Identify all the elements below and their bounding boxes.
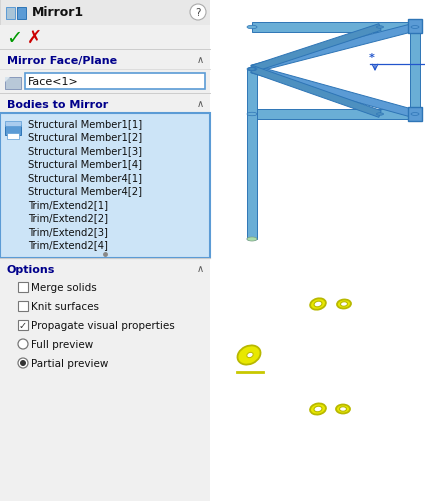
Text: ?: ? — [195, 8, 201, 18]
Ellipse shape — [377, 114, 383, 116]
Ellipse shape — [249, 69, 255, 71]
Ellipse shape — [410, 26, 420, 30]
Polygon shape — [251, 66, 416, 119]
Bar — [7, 134, 19, 140]
Bar — [0, 259, 210, 279]
Ellipse shape — [247, 238, 257, 241]
Ellipse shape — [377, 27, 383, 29]
Bar — [0, 114, 210, 259]
Text: Trim/Extend2[4]: Trim/Extend2[4] — [28, 240, 108, 250]
Polygon shape — [247, 70, 257, 239]
Text: Bodies to Mirror: Bodies to Mirror — [7, 100, 108, 110]
Bar — [0, 70, 210, 94]
Polygon shape — [251, 67, 381, 118]
Text: Propagate visual properties: Propagate visual properties — [31, 320, 175, 330]
Text: ∧: ∧ — [196, 264, 204, 274]
Text: Structural Member1[4]: Structural Member1[4] — [28, 159, 142, 169]
Ellipse shape — [247, 113, 257, 117]
Ellipse shape — [410, 26, 420, 30]
Text: ∧: ∧ — [196, 99, 204, 109]
Bar — [18, 283, 28, 293]
Ellipse shape — [249, 69, 255, 71]
Circle shape — [20, 360, 26, 366]
Text: Mirror1: Mirror1 — [32, 7, 84, 20]
Text: *: * — [369, 53, 375, 63]
Text: ∧: ∧ — [196, 55, 204, 65]
Bar — [25, 74, 205, 90]
Bar — [0, 94, 210, 114]
Bar — [5, 126, 21, 136]
Ellipse shape — [247, 237, 257, 241]
Text: ✓: ✓ — [19, 320, 27, 330]
Ellipse shape — [247, 353, 253, 358]
Text: Trim/Extend2[3]: Trim/Extend2[3] — [28, 226, 108, 236]
Text: Structural Member1[1]: Structural Member1[1] — [28, 119, 142, 129]
Bar — [5, 122, 21, 127]
Ellipse shape — [247, 68, 257, 72]
Text: Full preview: Full preview — [31, 339, 93, 349]
Ellipse shape — [411, 113, 419, 116]
Polygon shape — [5, 78, 10, 83]
Ellipse shape — [336, 405, 350, 414]
Ellipse shape — [410, 113, 420, 117]
Text: Structural Member4[2]: Structural Member4[2] — [28, 186, 142, 196]
Circle shape — [190, 5, 206, 21]
Ellipse shape — [247, 26, 257, 30]
Text: Merge solids: Merge solids — [31, 283, 97, 293]
Bar — [0, 0, 210, 501]
Bar — [408, 20, 422, 34]
Ellipse shape — [411, 27, 419, 30]
Polygon shape — [252, 23, 415, 33]
Ellipse shape — [337, 300, 351, 309]
Ellipse shape — [238, 346, 261, 365]
Ellipse shape — [314, 302, 322, 307]
Circle shape — [18, 358, 28, 368]
Text: Trim/Extend2[1]: Trim/Extend2[1] — [28, 199, 108, 209]
Text: Knit surfaces: Knit surfaces — [31, 302, 99, 312]
Bar — [18, 320, 28, 330]
Bar — [0, 279, 210, 501]
Bar — [0, 50, 210, 70]
Bar — [0, 0, 210, 26]
Text: Structural Member1[2]: Structural Member1[2] — [28, 132, 142, 142]
Bar — [5, 78, 21, 90]
Text: Face<1>: Face<1> — [28, 77, 79, 87]
Text: ✓: ✓ — [6, 29, 22, 48]
Bar — [210, 0, 425, 501]
Ellipse shape — [340, 302, 348, 307]
Text: Mirror Face/Plane: Mirror Face/Plane — [7, 56, 117, 66]
Bar — [6, 8, 15, 20]
Ellipse shape — [314, 406, 322, 412]
Bar — [17, 8, 26, 20]
Ellipse shape — [248, 69, 256, 71]
Polygon shape — [410, 28, 420, 115]
Ellipse shape — [340, 407, 346, 411]
Ellipse shape — [310, 299, 326, 310]
Text: Structural Member4[1]: Structural Member4[1] — [28, 173, 142, 183]
Polygon shape — [252, 110, 415, 120]
Ellipse shape — [248, 69, 256, 71]
Text: Options: Options — [7, 265, 55, 275]
Text: Structural Member1[3]: Structural Member1[3] — [28, 146, 142, 156]
Text: ✗: ✗ — [26, 29, 42, 47]
Text: Trim/Extend2[2]: Trim/Extend2[2] — [28, 213, 108, 223]
Ellipse shape — [410, 113, 420, 117]
Bar — [0, 26, 210, 50]
Text: Partial preview: Partial preview — [31, 358, 108, 368]
Bar — [408, 108, 422, 122]
Polygon shape — [251, 25, 381, 73]
Circle shape — [18, 339, 28, 349]
Polygon shape — [251, 24, 416, 74]
Polygon shape — [17, 8, 20, 11]
Bar — [18, 302, 28, 312]
Ellipse shape — [310, 404, 326, 415]
